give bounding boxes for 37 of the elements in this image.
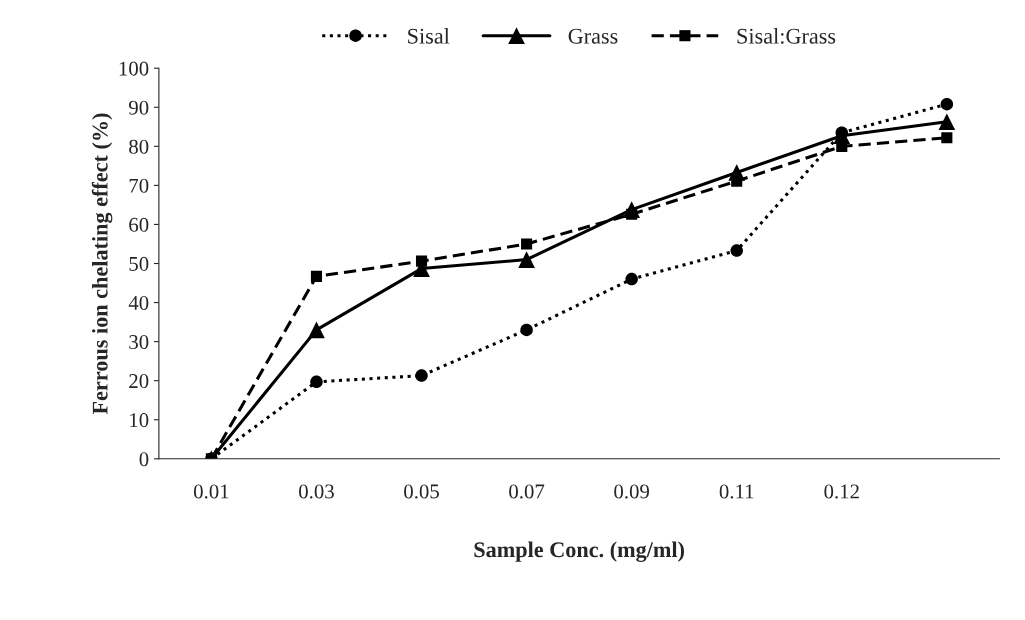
point	[310, 375, 323, 389]
x-tick-label: 0.07	[509, 484, 545, 499]
point	[310, 270, 323, 282]
point	[625, 272, 638, 286]
x-tick-label: 0.05	[404, 484, 439, 499]
point	[940, 97, 954, 111]
y-tick-label: 0	[139, 452, 149, 467]
y-tick-label: 20	[129, 374, 149, 389]
y-tick-label: 80	[129, 139, 149, 154]
legend-label: Sisal:Grass	[737, 28, 836, 44]
y-axis-title: Ferrous ion chelating effect (%)	[91, 113, 113, 415]
point	[518, 251, 535, 268]
point	[520, 323, 533, 337]
point	[730, 244, 743, 257]
x-axis-title: Sample Conc. (mg/ml)	[474, 541, 685, 562]
y-tick-label: 90	[128, 100, 149, 115]
y-tick-label: 10	[130, 413, 149, 428]
y-tick-label: 70	[129, 178, 149, 193]
point	[941, 132, 953, 144]
x-tick-label: 0.03	[299, 484, 334, 499]
x-tick-label: 0.09	[614, 484, 650, 499]
y-tick-label: 30	[129, 334, 149, 350]
x-tick-label: 0.11	[719, 484, 754, 499]
legend-label: Grass	[568, 28, 618, 44]
point	[308, 321, 325, 339]
x-tick-label: 0.12	[824, 484, 859, 499]
point	[521, 238, 533, 250]
x-tick-label: 0.01	[193, 484, 229, 499]
legend-label: Sisal	[408, 28, 450, 44]
point	[415, 369, 428, 382]
point	[938, 113, 956, 131]
y-tick-label: 100	[119, 61, 149, 76]
y-tick-label: 40	[128, 295, 149, 310]
point	[731, 175, 743, 187]
y-tick-label: 60	[129, 217, 149, 232]
point	[415, 255, 428, 267]
y-tick-label: 50	[129, 256, 149, 271]
